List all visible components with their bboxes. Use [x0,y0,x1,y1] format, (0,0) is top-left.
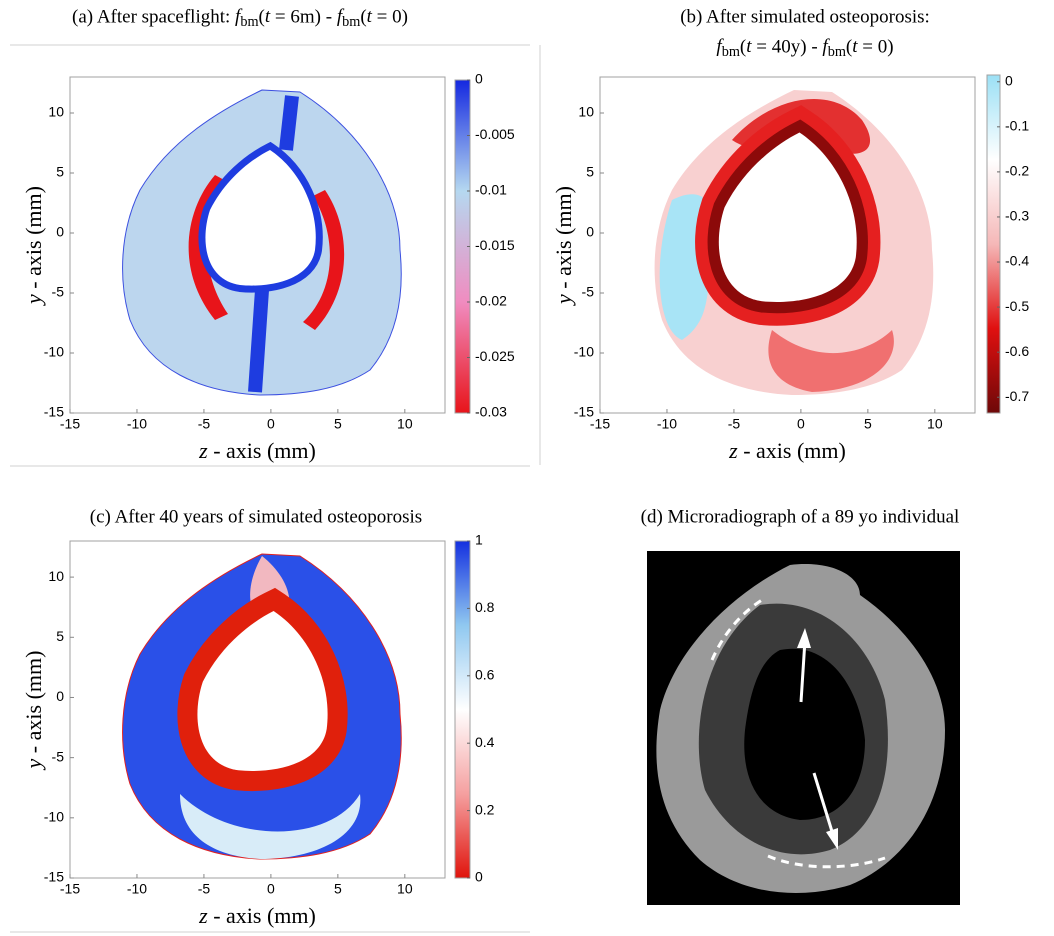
y-axis-label: y - axis (mm) [21,186,46,306]
y-tick-label: -5 [52,748,65,764]
x-tick-label: 10 [927,416,943,432]
y-tick-label: -5 [52,284,65,300]
colorbar-tick-label: 0 [475,869,483,885]
y-tick-label: -10 [44,809,64,825]
x-tick-label: -15 [60,416,80,432]
x-tick-label: -10 [127,416,147,432]
y-tick-label: -10 [574,344,594,360]
y-tick-label: -15 [574,404,594,420]
panel-title: (a) After spaceflight: fbm​(t = 6m) - fb… [72,6,408,30]
x-tick-label: 0 [797,416,805,432]
x-tick-label: -5 [198,881,211,897]
y-tick-label: 10 [48,104,64,120]
panel-title: (b) After simulated osteoporosis: [680,6,930,27]
x-tick-label: 5 [334,416,342,432]
y-tick-label: 5 [56,164,64,180]
plot-frame [69,76,446,414]
x-tick-label: 10 [397,881,413,897]
y-tick-label: -5 [582,284,595,300]
y-tick-label: 5 [586,164,594,180]
y-tick-label: 10 [578,104,594,120]
y-tick-label: 10 [48,568,64,584]
colorbar-tick-label: 0.2 [475,801,495,817]
colorbar-tick-label: -0.1 [1005,118,1029,134]
y-tick-label: -15 [44,404,64,420]
panel-title: (c) After 40 years of simulated osteopor… [90,506,422,527]
x-tick-label: 5 [864,416,872,432]
x-tick-label: 5 [334,881,342,897]
y-tick-label: -10 [44,344,64,360]
x-tick-label: -15 [60,881,80,897]
colorbar-tick-label: 0 [475,71,483,87]
x-axis-label: z - axis (mm) [198,903,316,928]
colorbar-tick-label: -0.2 [1005,163,1029,179]
x-tick-label: -5 [198,416,211,432]
x-tick-label: 0 [267,416,275,432]
y-tick-label: 5 [56,628,64,644]
x-tick-label: -15 [590,416,610,432]
x-axis-label: z - axis (mm) [198,438,316,463]
panel-title: fbm​(t = 40y) - fbm​(t = 0) [716,36,893,60]
microradiograph [647,551,960,905]
y-tick-label: 0 [586,224,594,240]
colorbar-tick-label: 0.8 [475,599,495,615]
charts: (a) After spaceflight: fbm​(t = 6m) - fb… [21,6,1029,928]
colorbar-tick-label: -0.6 [1005,343,1029,359]
colorbar-tick-label: -0.015 [475,237,515,253]
y-axis-label: y - axis (mm) [551,186,576,306]
field-b [654,90,934,395]
colorbar-tick-label: -0.7 [1005,388,1029,404]
field-a [122,89,402,396]
x-tick-label: -5 [728,416,741,432]
colorbar [986,74,1001,414]
x-tick-label: -10 [657,416,677,432]
colorbar [454,540,471,879]
colorbar-tick-label: -0.5 [1005,298,1029,314]
colorbar-tick-label: -0.4 [1005,253,1029,269]
colorbar-tick-label: 0.4 [475,734,495,750]
y-tick-label: -15 [44,869,64,885]
y-tick-label: 0 [56,224,64,240]
colorbar-tick-label: -0.02 [475,293,507,309]
colorbar-tick-label: 0 [1005,72,1013,88]
colorbar-tick-label: -0.3 [1005,208,1029,224]
colorbar-tick-label: -0.005 [475,126,515,142]
separators [10,44,541,933]
x-axis-label: z - axis (mm) [728,438,846,463]
y-axis-label: y - axis (mm) [21,651,46,771]
y-tick-label: 0 [56,688,64,704]
x-tick-label: 0 [267,881,275,897]
colorbar-tick-label: -0.01 [475,182,507,198]
x-tick-label: 10 [397,416,413,432]
field-c [122,553,402,860]
colorbar-tick-label: -0.03 [475,404,507,420]
colorbar-tick-label: 0.6 [475,667,495,683]
colorbar-tick-label: -0.025 [475,348,515,364]
panel-title: (d) Microradiograph of a 89 yo individua… [641,506,960,527]
plot-frame [69,540,446,879]
colorbar-tick-label: 1 [475,532,483,548]
x-tick-label: -10 [127,881,147,897]
plot-frame [599,76,976,414]
